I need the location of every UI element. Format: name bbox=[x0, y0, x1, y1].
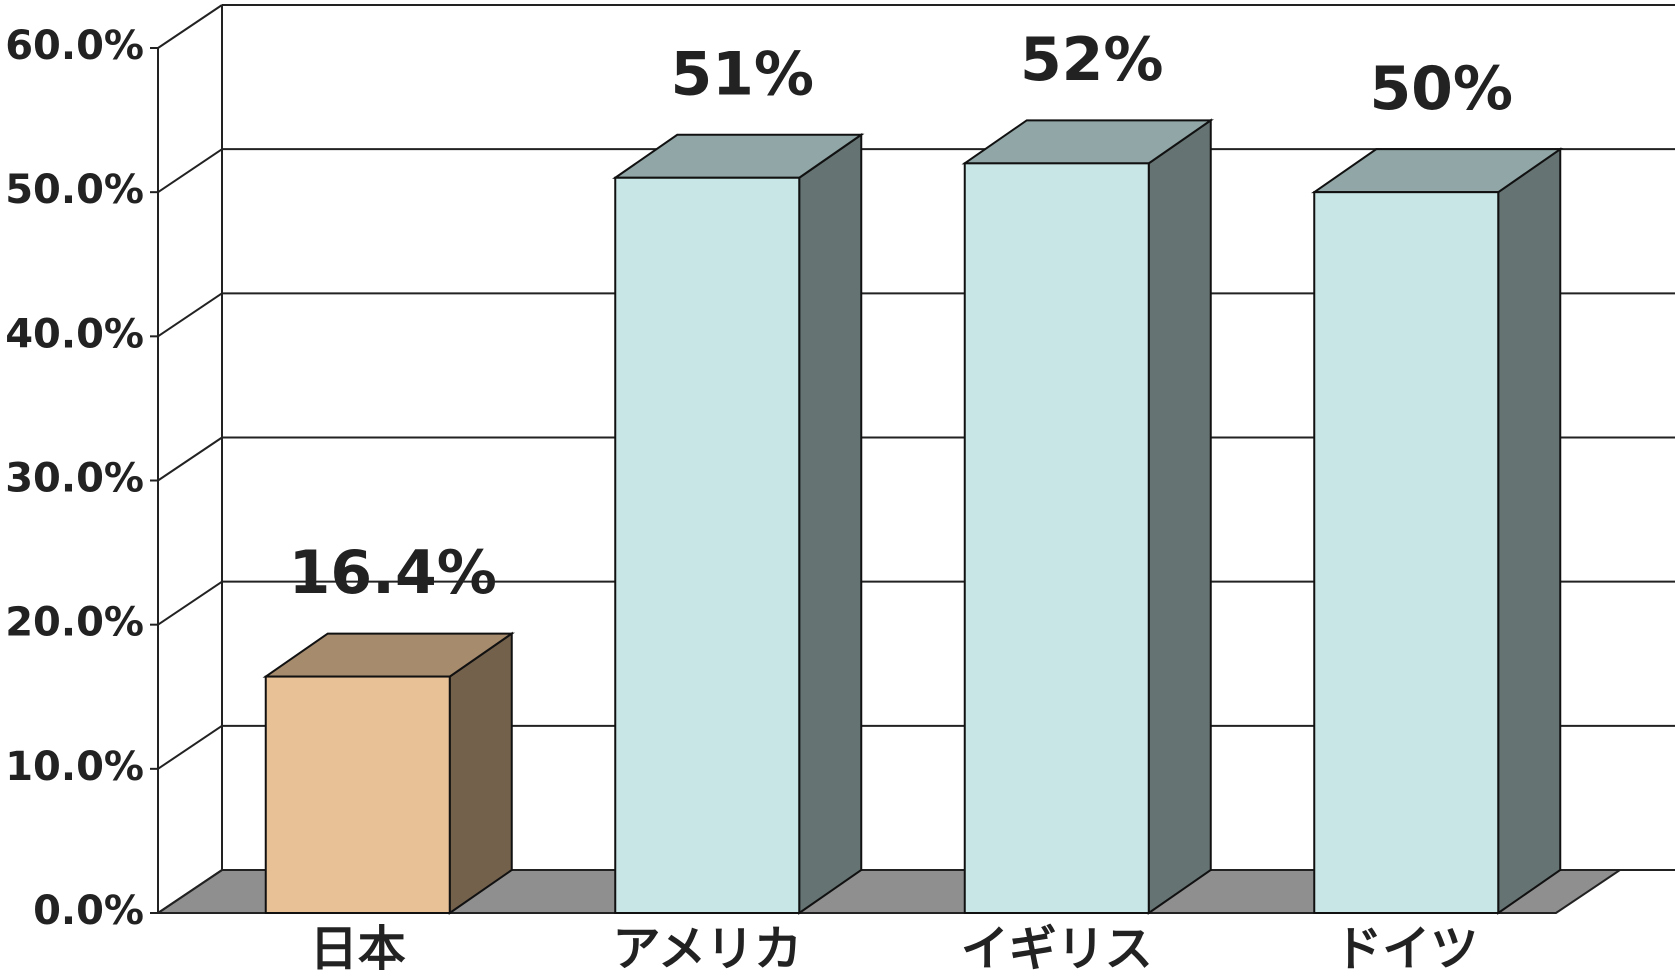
value-label: 52% bbox=[1020, 25, 1164, 95]
bar-side bbox=[448, 631, 513, 915]
value-label: 16.4% bbox=[289, 538, 497, 608]
grid-line bbox=[157, 148, 223, 193]
bar bbox=[264, 675, 451, 914]
value-label: 50% bbox=[1369, 54, 1513, 124]
bar-side bbox=[1497, 147, 1562, 915]
y-tick-label: 50.0% bbox=[5, 167, 144, 213]
bar bbox=[963, 162, 1150, 915]
x-tick-label: イギリス bbox=[961, 921, 1153, 977]
grid-line bbox=[157, 580, 223, 626]
value-label: 51% bbox=[670, 39, 814, 109]
bar bbox=[1313, 191, 1500, 914]
y-tick-label: 10.0% bbox=[5, 744, 144, 790]
grid-line bbox=[157, 436, 223, 482]
grid-line bbox=[157, 725, 223, 770]
y-tick-label: 0.0% bbox=[33, 888, 144, 934]
grid-line bbox=[157, 4, 223, 49]
y-tick-label: 20.0% bbox=[5, 600, 144, 646]
x-tick-label: ドイツ bbox=[1334, 921, 1478, 977]
grid-line bbox=[157, 869, 223, 914]
y-tick-label: 60.0% bbox=[5, 23, 144, 69]
bar-side bbox=[798, 132, 863, 915]
bar-side bbox=[1147, 118, 1212, 915]
y-tick-label: 40.0% bbox=[5, 311, 144, 357]
x-tick-label: アメリカ bbox=[612, 921, 802, 977]
x-tick-label: 日本 bbox=[310, 921, 406, 977]
y-tick-label: 30.0% bbox=[5, 456, 144, 502]
grid-line bbox=[157, 292, 223, 338]
bar bbox=[614, 176, 801, 914]
